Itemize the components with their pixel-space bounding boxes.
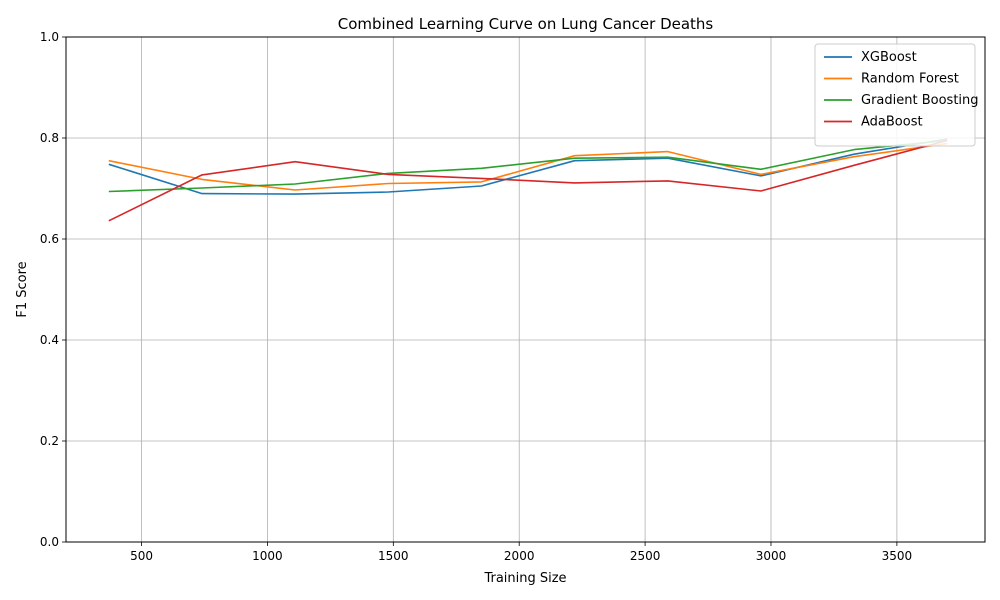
legend-box xyxy=(814,43,976,147)
legend-entry: Random Forest xyxy=(861,72,959,87)
ticks: 500 1000 1500 2000 2500 3000 3500 0.0 0.2 0.4 0.6 0… xyxy=(40,30,912,563)
y-tick-label: 0.2 xyxy=(40,434,59,448)
x-axis-label: Training Size xyxy=(483,571,566,586)
legend-entry: Gradient Boosting xyxy=(861,93,979,108)
series-line-adaboost xyxy=(108,139,948,222)
legend-entry: XGBoost xyxy=(861,50,917,65)
series-lines xyxy=(108,138,948,222)
x-tick-label: 2000 xyxy=(504,549,535,563)
y-tick-label: 0.0 xyxy=(40,535,59,549)
x-tick-label: 3000 xyxy=(756,549,787,563)
x-tick-label: 1000 xyxy=(252,549,283,563)
legend: XGBoost Random Forest Gradient Boosting Ada… xyxy=(814,43,979,147)
y-tick-label: 0.8 xyxy=(40,131,59,145)
x-tick-label: 3500 xyxy=(882,549,913,563)
y-tick-label: 1.0 xyxy=(40,30,59,44)
x-tick-label: 500 xyxy=(130,549,153,563)
series-line-gradient-boosting xyxy=(108,139,948,193)
chart-title: Combined Learning Curve on Lung Cancer D… xyxy=(338,15,714,33)
y-axis-label: F1 Score xyxy=(15,261,30,317)
plot-frame xyxy=(65,36,986,543)
y-tick-label: 0.4 xyxy=(40,333,59,347)
legend-entry: AdaBoost xyxy=(861,115,923,130)
x-tick-label: 2500 xyxy=(630,549,661,563)
y-tick-label: 0.6 xyxy=(40,232,59,246)
series-line-random-forest xyxy=(108,142,948,191)
x-tick-label: 1500 xyxy=(378,549,409,563)
